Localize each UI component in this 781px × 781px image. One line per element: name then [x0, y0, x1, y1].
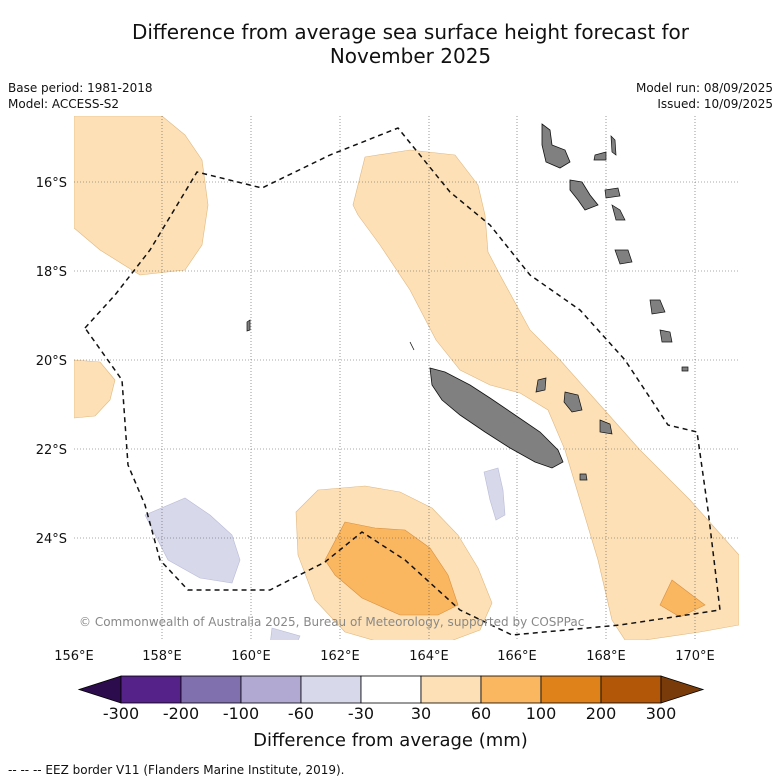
model-run: Model run: 08/09/2025 [635, 81, 773, 95]
colorbar-bin [240, 675, 302, 704]
colorbar-extend-low [77, 675, 122, 704]
lon-label: 168°E [586, 649, 626, 664]
map-title: Difference from average sea surface heig… [0, 20, 781, 68]
lat-labels: 16°S 18°S 20°S 22°S 24°S [36, 176, 67, 547]
small-island-west [246, 319, 251, 332]
lat-label: 18°S [36, 265, 67, 280]
vanuatu-island-4 [611, 204, 626, 221]
colorbar [77, 675, 705, 704]
colorbar-bin [600, 675, 662, 704]
colorbar-tick-label: -200 [162, 704, 200, 723]
aneityum [681, 366, 689, 372]
small-reef-1 [409, 341, 415, 351]
eez-border [84, 127, 721, 636]
colorbar-bin [360, 675, 422, 704]
efate [614, 249, 633, 265]
lon-label: 170°E [675, 649, 715, 664]
colorbar-bin [420, 675, 482, 704]
colorbar-bin [300, 675, 362, 704]
new-caledonia [429, 367, 564, 469]
lon-label: 156°E [54, 649, 94, 664]
loyalty-island-1 [563, 391, 583, 413]
title-line1: Difference from average sea surface heig… [131, 20, 690, 44]
gridlines [74, 116, 739, 640]
isle-of-pines [579, 473, 588, 481]
negative-bottom [270, 627, 301, 640]
loyalty-island-3 [535, 377, 547, 393]
lon-label: 166°E [497, 649, 537, 664]
lat-label: 20°S [36, 354, 67, 369]
vanuatu-island-2 [610, 135, 617, 156]
lat-label: 16°S [36, 176, 67, 191]
erromango [649, 299, 666, 315]
colorbar-bin [480, 675, 542, 704]
colorbar-tick-label: 100 [525, 704, 557, 723]
colorbar-tick-label: -60 [287, 704, 315, 723]
colorbar-tick-label: 300 [645, 704, 677, 723]
loyalty-island-2 [599, 419, 613, 435]
tanna [659, 329, 673, 343]
colorbar-bin [540, 675, 602, 704]
lat-label: 24°S [36, 532, 67, 547]
lon-label: 162°E [320, 649, 360, 664]
negative-east-strip [483, 467, 506, 521]
map-area [74, 116, 739, 640]
lon-label: 158°E [142, 649, 182, 664]
colorbar-title: Difference from average (mm) [253, 730, 528, 751]
lon-labels: 156°E 158°E 160°E 162°E 164°E 166°E 168°… [54, 649, 715, 664]
title-line2: November 2025 [329, 44, 492, 68]
lon-label: 164°E [409, 649, 449, 664]
colorbar-tick-label: -30 [347, 704, 375, 723]
vanuatu-island-1 [593, 151, 607, 161]
anomaly-w [74, 359, 116, 419]
meta-left: Base period: 1981-2018 Model: ACCESS-S2 [8, 80, 153, 112]
anomaly-central-band [352, 149, 739, 640]
colorbar-tick-label: 200 [585, 704, 617, 723]
vanuatu-island-3 [604, 187, 621, 199]
colorbar-extend-high [660, 675, 705, 704]
lat-label: 22°S [36, 443, 67, 458]
espiritu-santo [541, 123, 571, 169]
colorbar-tick-label: -100 [222, 704, 260, 723]
negative-west [144, 497, 241, 584]
colorbar-tick-label: -300 [102, 704, 140, 723]
anomaly-se-core [659, 579, 706, 618]
colorbar-bin [180, 675, 242, 704]
colorbar-bin [120, 675, 182, 704]
anomaly-nw [74, 116, 209, 276]
colorbar-tick-label: 30 [410, 704, 432, 723]
eez-footnote: -- -- -- EEZ border V11 (Flanders Marine… [8, 763, 345, 777]
malakula [569, 179, 599, 211]
issued-date: Issued: 10/09/2025 [657, 97, 773, 111]
model-name: Model: ACCESS-S2 [8, 97, 120, 111]
meta-right: Model run: 08/09/2025 Issued: 10/09/2025 [636, 80, 773, 112]
colorbar-tick-label: 60 [470, 704, 492, 723]
lon-label: 160°E [231, 649, 271, 664]
base-period: Base period: 1981-2018 [8, 81, 153, 95]
copyright-text: © Commonwealth of Australia 2025, Bureau… [79, 615, 585, 629]
anomaly-south-core [324, 521, 459, 616]
